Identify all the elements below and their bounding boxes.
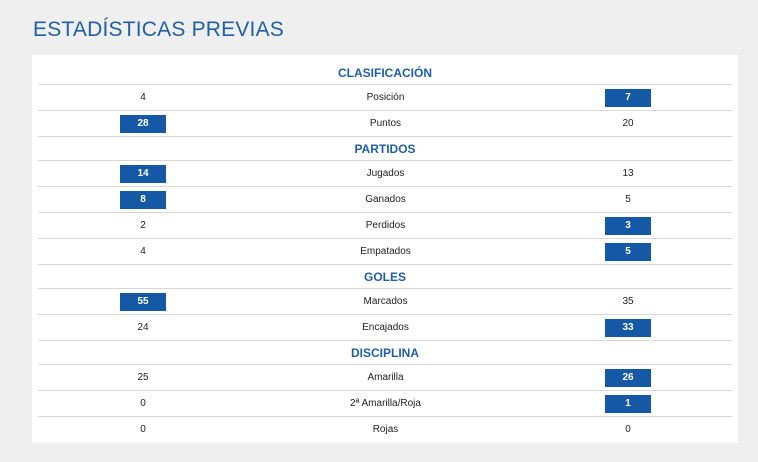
- stat-row: 4 Posición 7: [38, 85, 732, 111]
- stat-row: 55 Marcados 35: [38, 289, 732, 315]
- home-value: 2: [140, 220, 146, 231]
- section-header: PARTIDOS: [38, 137, 732, 161]
- stat-label: Encajados: [362, 322, 409, 333]
- stat-row: 28 Puntos 20: [38, 111, 732, 137]
- stat-row: 0 2ª Amarilla/Roja 1: [38, 391, 732, 417]
- home-value: 4: [140, 92, 146, 103]
- stat-label: Empatados: [360, 246, 411, 257]
- section-title: DISCIPLINA: [350, 346, 419, 360]
- away-value: 0: [625, 424, 631, 435]
- stat-row: 24 Encajados 33: [38, 315, 732, 341]
- away-value: 26: [605, 369, 651, 387]
- away-value: 3: [605, 217, 651, 235]
- stat-label: 2ª Amarilla/Roja: [350, 398, 421, 409]
- home-value: 55: [120, 293, 166, 311]
- page-title: ESTADÍSTICAS PREVIAS: [33, 18, 285, 41]
- stat-label: Puntos: [369, 118, 402, 129]
- section-header: DISCIPLINA: [38, 341, 732, 365]
- home-value: 24: [137, 322, 149, 333]
- home-value: 4: [140, 246, 146, 257]
- home-value: 25: [137, 372, 149, 383]
- away-value: 35: [622, 296, 634, 307]
- away-value: 1: [605, 395, 651, 413]
- stat-row: 2 Perdidos 3: [38, 213, 732, 239]
- stats-panel: CLASIFICACIÓN 4 Posición 7 28 Puntos 20 PARTIDO…: [32, 55, 738, 443]
- home-value: 8: [120, 191, 166, 209]
- stat-label: Rojas: [372, 424, 399, 435]
- stat-label: Perdidos: [365, 220, 406, 231]
- stat-label: Ganados: [365, 194, 406, 205]
- stat-row: 0 Rojas 0: [38, 417, 732, 443]
- section-title: CLASIFICACIÓN: [338, 66, 432, 80]
- stat-row: 4 Empatados 5: [38, 239, 732, 265]
- stat-row: 8 Ganados 5: [38, 187, 732, 213]
- stat-label: Amarilla: [367, 372, 404, 383]
- home-value: 28: [120, 115, 166, 133]
- away-value: 7: [605, 89, 651, 107]
- section-header: GOLES: [38, 265, 732, 289]
- stats-table: CLASIFICACIÓN 4 Posición 7 28 Puntos 20 PARTIDO…: [38, 61, 732, 443]
- section-title: GOLES: [363, 270, 406, 284]
- away-value: 13: [622, 168, 634, 179]
- away-value: 33: [605, 319, 651, 337]
- home-value: 0: [140, 398, 146, 409]
- stat-label: Marcados: [363, 296, 408, 307]
- stat-label: Posición: [366, 92, 405, 103]
- home-value: 0: [140, 424, 146, 435]
- away-value: 5: [625, 194, 631, 205]
- stat-row: 25 Amarilla 26: [38, 365, 732, 391]
- section-title: PARTIDOS: [354, 142, 416, 156]
- away-value: 5: [605, 243, 651, 261]
- stat-label: Jugados: [366, 168, 405, 179]
- stat-row: 14 Jugados 13: [38, 161, 732, 187]
- section-header: CLASIFICACIÓN: [38, 61, 732, 85]
- home-value: 14: [120, 165, 166, 183]
- away-value: 20: [622, 118, 634, 129]
